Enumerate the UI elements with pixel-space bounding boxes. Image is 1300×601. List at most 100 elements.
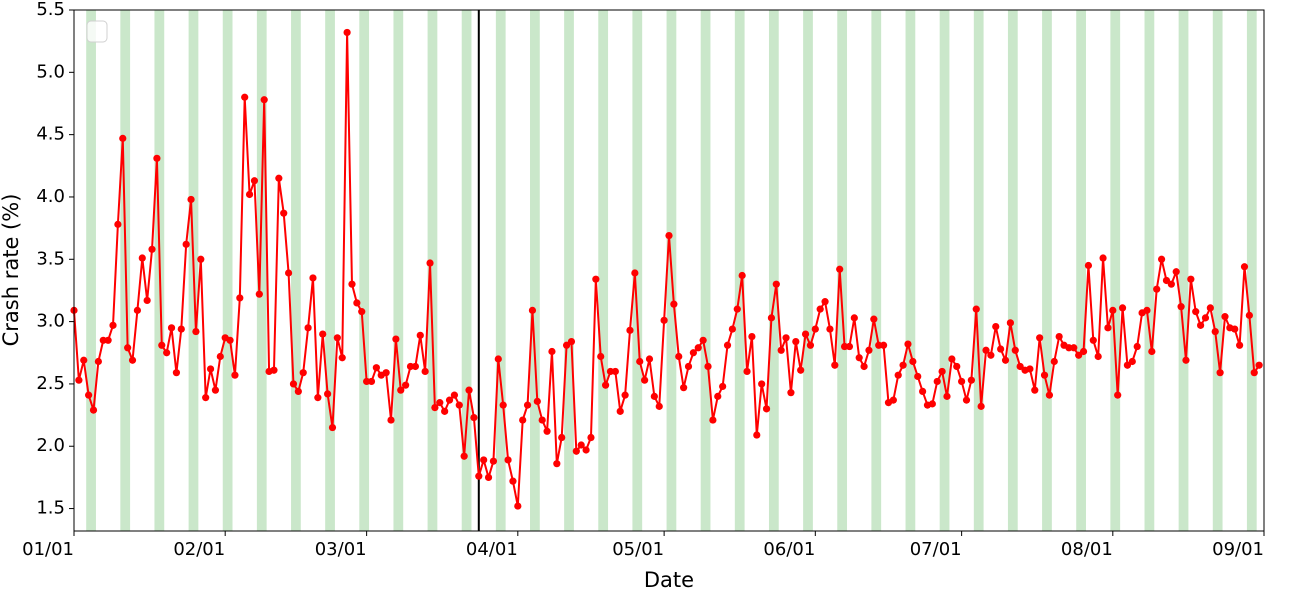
data-point: [865, 346, 873, 354]
data-point: [1216, 369, 1224, 377]
data-point: [128, 356, 137, 364]
data-point: [367, 377, 376, 386]
data-point: [85, 391, 93, 399]
data-point: [348, 280, 356, 288]
data-point: [172, 369, 181, 377]
data-point: [455, 401, 463, 409]
data-point: [958, 377, 966, 386]
data-point: [402, 381, 410, 389]
data-point: [484, 473, 493, 482]
data-point: [1162, 276, 1171, 285]
data-point: [89, 406, 98, 414]
data-point: [801, 330, 810, 338]
x-axis-label: Date: [644, 568, 694, 592]
weekend-span: [939, 10, 950, 531]
data-point: [1187, 275, 1195, 283]
data-point: [787, 389, 795, 397]
data-point: [206, 365, 215, 373]
data-point: [1045, 391, 1054, 399]
data-point: [660, 316, 668, 324]
data-point: [324, 390, 332, 398]
data-point: [197, 255, 205, 263]
data-point: [689, 349, 697, 357]
data-point: [284, 269, 293, 277]
y-tick-label: 3.5: [36, 248, 65, 269]
data-point: [621, 391, 629, 399]
data-point: [548, 347, 556, 356]
data-point: [333, 334, 341, 342]
data-point: [694, 344, 702, 352]
data-point: [445, 396, 454, 404]
data-point: [792, 337, 800, 346]
data-point: [289, 380, 298, 388]
data-point: [558, 433, 566, 442]
data-point: [358, 308, 366, 316]
data-point: [738, 271, 746, 280]
weekend-span: [1076, 10, 1086, 531]
data-point: [397, 386, 405, 394]
weekend-span: [291, 10, 301, 531]
data-point: [816, 305, 824, 313]
weekend-span: [1212, 10, 1223, 531]
data-point: [211, 386, 220, 394]
data-point: [904, 340, 912, 348]
data-point: [1221, 313, 1229, 321]
data-point: [499, 401, 507, 409]
data-point: [1026, 365, 1034, 373]
y-tick-label: 4.5: [36, 124, 65, 145]
data-point: [80, 356, 88, 364]
data-point: [436, 399, 444, 407]
data-point: [1001, 356, 1010, 364]
weekend-span: [768, 10, 779, 531]
data-point: [1011, 346, 1019, 354]
data-point: [177, 325, 185, 333]
data-point: [592, 275, 600, 283]
weekend-span: [1007, 10, 1018, 531]
data-point: [811, 325, 819, 333]
data-point: [1172, 268, 1180, 276]
data-point: [1157, 255, 1166, 263]
data-point: [509, 477, 517, 485]
data-point: [1099, 254, 1107, 262]
plot-area: [70, 10, 1263, 531]
weekend-span: [734, 10, 745, 531]
data-point: [241, 93, 249, 101]
data-point: [1153, 285, 1161, 293]
data-point: [299, 369, 307, 377]
data-point: [567, 337, 576, 346]
data-point: [304, 324, 312, 332]
legend-box: [86, 20, 108, 43]
data-point: [338, 354, 346, 362]
data-point: [231, 371, 239, 379]
data-point: [933, 377, 941, 386]
data-point: [514, 502, 522, 510]
data-point: [767, 314, 776, 322]
data-point: [616, 407, 624, 415]
data-point: [1016, 362, 1024, 371]
data-point: [928, 400, 936, 408]
x-tick-label: 07/01: [910, 539, 962, 560]
data-point: [158, 341, 166, 349]
data-point: [1118, 304, 1127, 312]
weekend-span: [1144, 10, 1155, 531]
data-point: [441, 407, 449, 415]
data-point: [1123, 361, 1132, 369]
data-point: [972, 305, 980, 313]
data-point: [372, 364, 380, 372]
data-point: [782, 334, 790, 342]
weekend-span: [461, 10, 472, 531]
data-point: [519, 416, 527, 424]
weekend-span: [1110, 10, 1121, 531]
data-point: [1250, 369, 1258, 377]
data-point: [236, 294, 244, 302]
data-point: [187, 195, 195, 204]
data-point: [1079, 347, 1088, 356]
weekend-span: [359, 10, 370, 531]
data-point: [1240, 263, 1249, 271]
data-point: [528, 306, 537, 314]
data-point: [709, 416, 717, 424]
data-point: [153, 154, 161, 162]
data-point: [343, 28, 351, 37]
weekend-span: [325, 10, 335, 531]
weekend-span: [393, 10, 404, 531]
